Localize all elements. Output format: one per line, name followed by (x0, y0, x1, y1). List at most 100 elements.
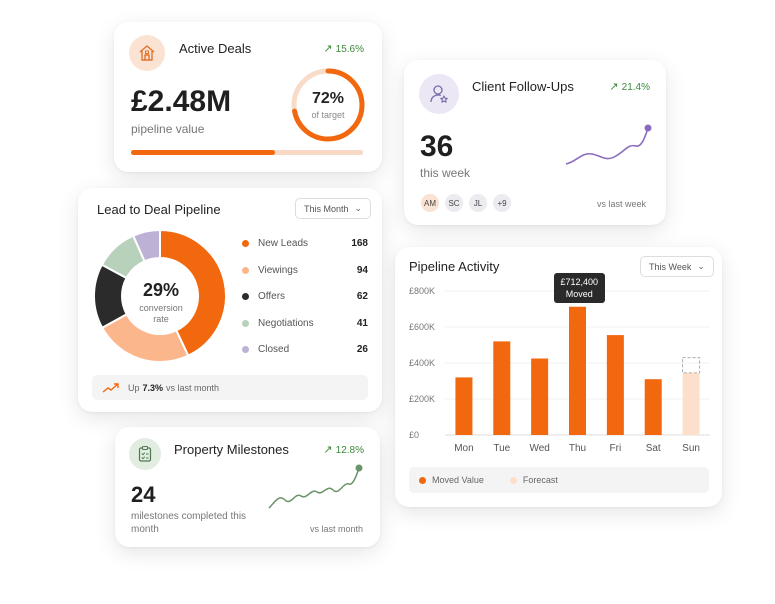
legend-dot (242, 319, 249, 327)
forecast-range-outline (682, 357, 701, 374)
active-deals-card[interactable]: Active Deals ↗ 15.6% £2.48M pipeline valu… (114, 22, 382, 172)
bar-forecast[interactable] (682, 372, 700, 435)
legend-dot (242, 266, 249, 274)
user-star-icon (419, 74, 459, 114)
house-icon (129, 35, 165, 71)
bar-moved[interactable] (493, 341, 511, 435)
x-tick-label: Tue (493, 443, 510, 454)
legend-label: Offers (258, 291, 286, 302)
tooltip-label: Moved (565, 288, 593, 299)
conversion-label: conversion rate (139, 303, 183, 324)
legend-forecast: Forecast (522, 475, 558, 485)
client-followups-card[interactable]: Client Follow-Ups ↗ 21.4% 36 this week AM… (404, 60, 666, 225)
legend-dot (509, 476, 517, 484)
target-pct: 72% (311, 90, 345, 107)
legend-dot (242, 240, 249, 247)
trend-badge: ↗ 21.4% (609, 81, 650, 93)
period-dropdown[interactable]: This Month ⌄ (295, 198, 372, 219)
chevron-down-icon: ⌄ (697, 261, 705, 271)
legend-dot (242, 346, 249, 353)
property-milestones-card[interactable]: Property Milestones ↗ 12.8% 24 milestones… (115, 427, 380, 547)
legend-value: 26 (356, 344, 368, 355)
x-tick-label: Wed (529, 443, 549, 454)
y-tick-label: £200K (409, 394, 435, 404)
pipeline-progress-bar (131, 150, 363, 155)
trend-badge: ↗ 12.8% (323, 444, 364, 456)
legend-row[interactable]: New Leads 168 (242, 238, 368, 249)
pipeline-value: £2.48M (131, 85, 232, 118)
followups-count: 36 (420, 130, 454, 163)
legend-dot (419, 476, 426, 484)
card-title: Pipeline Activity (409, 259, 500, 274)
y-tick-label: £0 (409, 430, 419, 440)
legend-value: 62 (356, 291, 368, 302)
trend-up-icon: ↗ (609, 81, 619, 93)
target-ring (291, 68, 365, 142)
conversion-pct: 29% (142, 280, 180, 300)
trend-up-icon (102, 382, 119, 393)
legend-label: Viewings (258, 264, 298, 276)
y-tick-label: £600K (409, 322, 435, 332)
pipeline-donut-chart (93, 228, 227, 363)
pipeline-activity-card[interactable]: Pipeline Activity This Week ⌄ £0 £200K £400… (395, 247, 722, 507)
milestones-sparkline (268, 464, 363, 509)
pipeline-value-label: pipeline value (131, 122, 205, 136)
chart-legend: Moved Value Forecast (409, 467, 709, 493)
bar-moved[interactable] (569, 306, 586, 435)
y-tick-label: £400K (409, 358, 435, 368)
legend-label: Negotiations (258, 317, 314, 329)
milestones-count: 24 (131, 482, 156, 507)
legend-value: 41 (356, 317, 368, 329)
trend-up-icon: ↗ (323, 43, 333, 55)
bar-moved[interactable] (531, 358, 549, 436)
period-dropdown[interactable]: This Week ⌄ (640, 256, 714, 277)
clipboard-check-icon (129, 438, 161, 470)
avatar[interactable]: AM (420, 193, 440, 213)
comparison-label: vs last month (309, 524, 363, 534)
assignee-avatars: AM SC JL +9 (420, 193, 512, 213)
bar-tooltip: £712,400 Moved (553, 272, 606, 303)
pipeline-footer: Up 7.3% vs last month (92, 375, 368, 400)
legend-value: 168 (351, 238, 368, 249)
legend-row[interactable]: Viewings 94 (242, 265, 368, 276)
trend-up-icon: ↗ (323, 444, 333, 456)
card-title: Active Deals (179, 41, 252, 56)
target-label: of target (311, 110, 345, 120)
x-tick-label: Sat (646, 443, 661, 454)
y-tick-label: £800K (409, 286, 435, 296)
activity-bar-chart: £0 £200K £400K £600K £800K Mon Tue Wed Thu Fri Sat… (409, 286, 710, 454)
legend-row[interactable]: Offers 62 (242, 291, 368, 302)
card-title: Client Follow-Ups (472, 79, 574, 94)
target-ring-text: 72% of target (290, 90, 366, 120)
legend-label: New Leads (258, 238, 309, 249)
bar-moved[interactable] (455, 377, 473, 435)
avatar[interactable]: SC (444, 193, 464, 213)
followups-sparkline (565, 124, 652, 165)
card-title: Property Milestones (174, 442, 289, 457)
milestones-label: milestones completed this month (131, 511, 247, 535)
comparison-label: vs last week (596, 199, 646, 209)
x-tick-label: Mon (454, 443, 473, 454)
tooltip-value: £712,400 (560, 276, 599, 287)
lead-pipeline-card[interactable]: Lead to Deal Pipeline This Month ⌄ 29% co… (78, 188, 382, 412)
chevron-down-icon: ⌄ (354, 203, 363, 213)
x-tick-label: Sun (682, 443, 700, 454)
legend-moved: Moved Value (432, 475, 484, 485)
avatar[interactable]: +9 (492, 193, 512, 213)
donut-slice[interactable] (159, 228, 227, 357)
bar-moved[interactable] (644, 379, 662, 435)
donut-slice[interactable] (131, 228, 161, 263)
legend-value: 94 (356, 264, 368, 276)
conversion-summary: 29% conversion rate (121, 280, 201, 325)
bar-moved[interactable] (606, 335, 624, 435)
avatar[interactable]: JL (468, 193, 488, 213)
x-tick-label: Thu (569, 443, 586, 454)
trend-badge: ↗ 15.6% (323, 43, 364, 55)
legend-dot (242, 293, 249, 300)
legend-label: Closed (258, 344, 290, 355)
card-title: Lead to Deal Pipeline (97, 202, 221, 217)
legend-row[interactable]: Negotiations 41 (242, 318, 368, 329)
x-tick-label: Fri (610, 443, 622, 454)
legend-row[interactable]: Closed 26 (242, 344, 368, 355)
followups-label: this week (420, 166, 471, 180)
